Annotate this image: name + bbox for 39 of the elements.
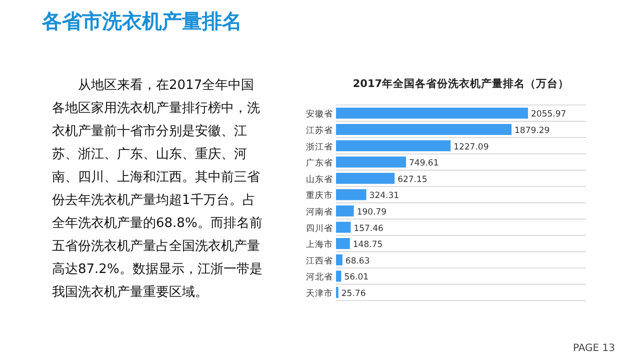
- y-tick-label: 四川省: [306, 222, 333, 234]
- data-label: 324.31: [369, 191, 400, 202]
- text: 从地区来看，在2017全年中国各地区家用洗衣机产量排行榜中，洗衣机产量前十省市分别是安徽、江苏、浙江、广东、山东、重庆、河南、四川、上海和江西。其中前三省份去年洗衣机产量均超1千万台。占全年洗衣机产量的68.8%。而排名前五省份洗衣机产量占全国洗衣机产量高达87.2%。数据显示，江浙一带是我国洗衣机产量重要区域。: [52, 78, 262, 300]
- y-tick-label: 重庆市: [306, 190, 333, 202]
- text: PAGE 13: [572, 343, 615, 354]
- y-tick-label: 河北省: [306, 272, 333, 283]
- bar: [336, 124, 512, 135]
- y-tick-label: 上海市: [306, 239, 333, 250]
- data-label: 25.76: [341, 288, 366, 299]
- data-label: 749.61: [409, 158, 439, 169]
- data-label: 56.01: [344, 272, 369, 283]
- y-tick-label: 安徽省: [306, 108, 333, 120]
- data-label: 627.15: [398, 174, 428, 185]
- data-label: 1227.09: [454, 142, 489, 152]
- y-tick-label: 广东省: [306, 158, 333, 169]
- data-label: 157.46: [354, 224, 384, 234]
- data-label: 190.79: [356, 207, 387, 218]
- data-label: 1879.29: [514, 126, 550, 136]
- bar: [336, 205, 354, 216]
- bar: [336, 108, 528, 119]
- y-tick-label: 江苏省: [306, 124, 333, 136]
- y-tick-label: 河南省: [306, 206, 333, 218]
- text: 各省市洗衣机产量排名: [42, 8, 242, 35]
- y-tick-label: 山东省: [306, 174, 333, 185]
- y-tick-label: 江西省: [306, 255, 333, 266]
- bar: [336, 270, 342, 282]
- bar: [336, 156, 406, 168]
- y-tick-label: 天津市: [306, 288, 333, 299]
- bar: [336, 254, 342, 266]
- chart-title: 2017年全国各省份洗衣机产量排名（万台）: [352, 77, 570, 90]
- y-tick-label: 浙江省: [306, 141, 333, 152]
- bar: [336, 238, 350, 250]
- data-label: 148.75: [352, 240, 383, 250]
- data-label: 68.63: [345, 256, 370, 266]
- data-label: 2055.97: [531, 110, 566, 120]
- bar: [336, 140, 451, 152]
- bar: [336, 189, 366, 200]
- bar: [336, 172, 395, 184]
- bar: [336, 222, 351, 233]
